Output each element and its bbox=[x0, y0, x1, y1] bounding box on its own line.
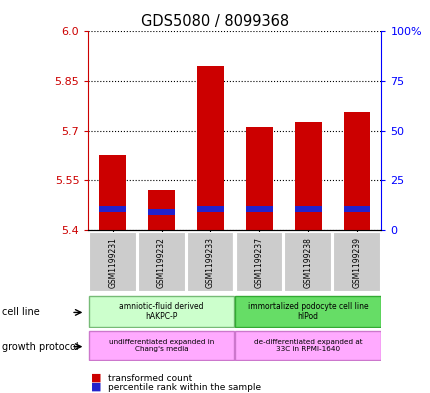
Text: ■: ■ bbox=[90, 373, 101, 383]
Bar bbox=[99, 156, 126, 230]
Bar bbox=[235, 233, 283, 292]
Text: percentile rank within the sample: percentile rank within the sample bbox=[108, 383, 260, 391]
Text: GSM1199233: GSM1199233 bbox=[206, 237, 215, 288]
Text: GSM1199238: GSM1199238 bbox=[303, 237, 312, 288]
Text: transformed count: transformed count bbox=[108, 374, 191, 382]
Text: amniotic-fluid derived
hAKPC-P: amniotic-fluid derived hAKPC-P bbox=[119, 302, 203, 321]
Text: ■: ■ bbox=[90, 382, 101, 392]
Text: GSM1199231: GSM1199231 bbox=[108, 237, 117, 288]
Bar bbox=[245, 127, 272, 230]
Text: de-differentiated expanded at
33C in RPMI-1640: de-differentiated expanded at 33C in RPM… bbox=[253, 339, 362, 352]
Bar bbox=[294, 122, 321, 230]
Text: undifferentiated expanded in
Chang's media: undifferentiated expanded in Chang's med… bbox=[109, 339, 214, 352]
Bar bbox=[235, 331, 380, 360]
Bar bbox=[283, 233, 332, 292]
Text: GDS5080 / 8099368: GDS5080 / 8099368 bbox=[141, 14, 289, 29]
Bar bbox=[235, 296, 380, 327]
Bar bbox=[89, 296, 234, 327]
Bar bbox=[197, 206, 224, 212]
Text: GSM1199232: GSM1199232 bbox=[157, 237, 166, 288]
Text: GSM1199239: GSM1199239 bbox=[352, 237, 361, 288]
Bar bbox=[343, 112, 369, 230]
Bar bbox=[332, 233, 380, 292]
Bar bbox=[186, 233, 234, 292]
Bar bbox=[245, 206, 272, 212]
Bar bbox=[343, 206, 369, 212]
Bar bbox=[137, 233, 185, 292]
Bar bbox=[148, 209, 175, 215]
Text: GSM1199237: GSM1199237 bbox=[254, 237, 263, 288]
Bar bbox=[89, 233, 136, 292]
Bar bbox=[294, 206, 321, 212]
Bar bbox=[148, 190, 175, 230]
Bar bbox=[89, 331, 234, 360]
Bar bbox=[197, 66, 224, 230]
Text: immortalized podocyte cell line
hIPod: immortalized podocyte cell line hIPod bbox=[247, 302, 368, 321]
Bar bbox=[99, 206, 126, 212]
Text: cell line: cell line bbox=[2, 307, 40, 318]
Text: growth protocol: growth protocol bbox=[2, 342, 79, 352]
